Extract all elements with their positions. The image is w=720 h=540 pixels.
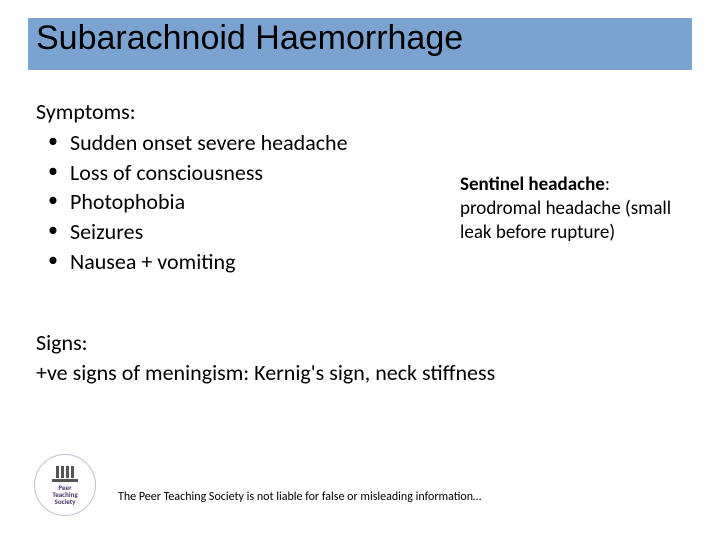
slide-title: Subarachnoid Haemorrhage <box>36 19 463 58</box>
logo-base-icon <box>52 479 78 482</box>
list-item: Sudden onset severe headache <box>54 128 348 158</box>
slide: Subarachnoid Haemorrhage Symptoms: Sudde… <box>0 0 720 540</box>
logo: Peer Teaching Society <box>34 454 96 516</box>
list-item: Loss of consciousness <box>54 158 348 188</box>
list-item: Seizures <box>54 217 348 247</box>
sidebar-body: prodromal headache (small leak before ru… <box>460 197 671 244</box>
list-item: Nausea + vomiting <box>54 247 348 277</box>
sidebar-heading: Sentinel headache <box>460 173 605 196</box>
signs-label: Signs: <box>36 328 495 358</box>
list-item: Photophobia <box>54 187 348 217</box>
sidebar-colon: : <box>605 173 610 196</box>
signs-block: Signs: +ve signs of meningism: Kernig's … <box>36 328 495 387</box>
sidebar-note: Sentinel headache: prodromal headache (s… <box>460 173 690 244</box>
logo-text-line3: Society <box>55 498 76 505</box>
logo-pillars-icon <box>56 466 74 478</box>
signs-body: +ve signs of meningism: Kernig's sign, n… <box>36 358 495 388</box>
symptoms-label: Symptoms: <box>36 98 136 125</box>
symptoms-list: Sudden onset severe headache Loss of con… <box>54 128 348 276</box>
footer-disclaimer: The Peer Teaching Society is not liable … <box>118 490 481 504</box>
